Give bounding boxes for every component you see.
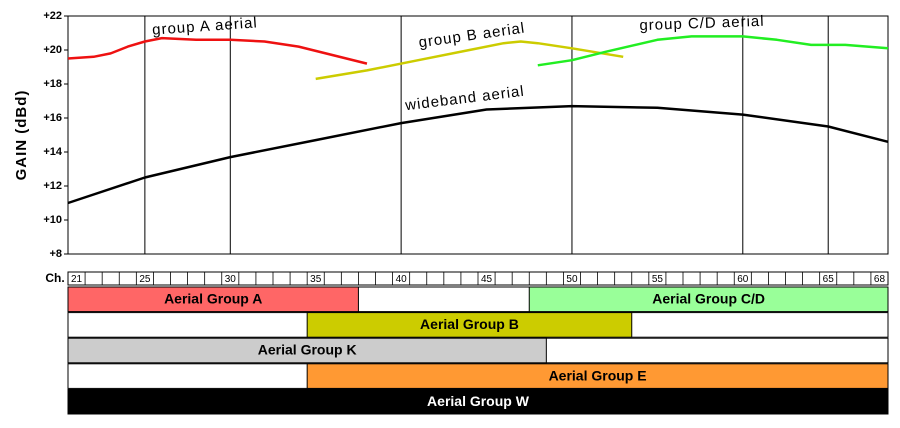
series-line [67, 36, 368, 65]
x-tick-label: 21 [71, 274, 83, 285]
x-tick-label: 68 [874, 274, 886, 285]
y-tick-label: +14 [43, 146, 63, 158]
x-tick-label: 40 [396, 274, 408, 285]
y-tick-label: +8 [49, 248, 62, 260]
series-label: group A aerial [152, 14, 259, 38]
y-tick-label: +16 [43, 112, 62, 124]
aerial-group-band [306, 312, 633, 338]
aerial-group-label: Aerial Group C/D [652, 291, 765, 307]
aerial-group-label: Aerial Group A [164, 291, 262, 307]
plot: +8 +10 +12 +14 +16 +18 +20 +22 21 25 30 35 40 45 50 55 6… [43, 10, 889, 415]
aerial-group-label: Aerial Group E [549, 367, 647, 383]
y-axis-label: GAIN (dBd) [13, 90, 30, 181]
x-tick-label: 50 [566, 274, 578, 285]
series-line [537, 35, 889, 67]
aerial-group-label: Aerial Group B [420, 316, 519, 332]
x-tick-label: 60 [737, 274, 749, 285]
aerial-group-band [306, 363, 889, 389]
y-tick-label: +10 [43, 214, 62, 226]
x-tick-label: 65 [823, 274, 835, 285]
aerial-group-band [67, 388, 889, 415]
series-label: group C/D aerial [639, 13, 765, 34]
aerial-group-label: Aerial Group W [427, 393, 530, 409]
aerial-group-band [67, 286, 359, 313]
x-tick-label: 35 [310, 274, 322, 285]
x-tick-label: 45 [481, 274, 493, 285]
y-tick-label: +22 [43, 10, 62, 22]
x-tick-label: 30 [225, 274, 237, 285]
x-axis-label: Ch. [45, 271, 64, 285]
series-line [315, 40, 624, 81]
aerial-group-band [528, 286, 889, 313]
series-label: group B aerial [418, 20, 527, 52]
y-tick-label: +12 [43, 180, 62, 192]
x-tick-label: 25 [139, 274, 151, 285]
y-tick-label: +18 [43, 78, 62, 90]
aerial-group-label: Aerial Group K [258, 342, 357, 358]
series-line [67, 104, 889, 205]
x-tick-label: 55 [652, 274, 664, 285]
plot-frame [67, 15, 889, 255]
aerial-group-band [67, 337, 547, 364]
y-tick-label: +20 [43, 44, 62, 56]
